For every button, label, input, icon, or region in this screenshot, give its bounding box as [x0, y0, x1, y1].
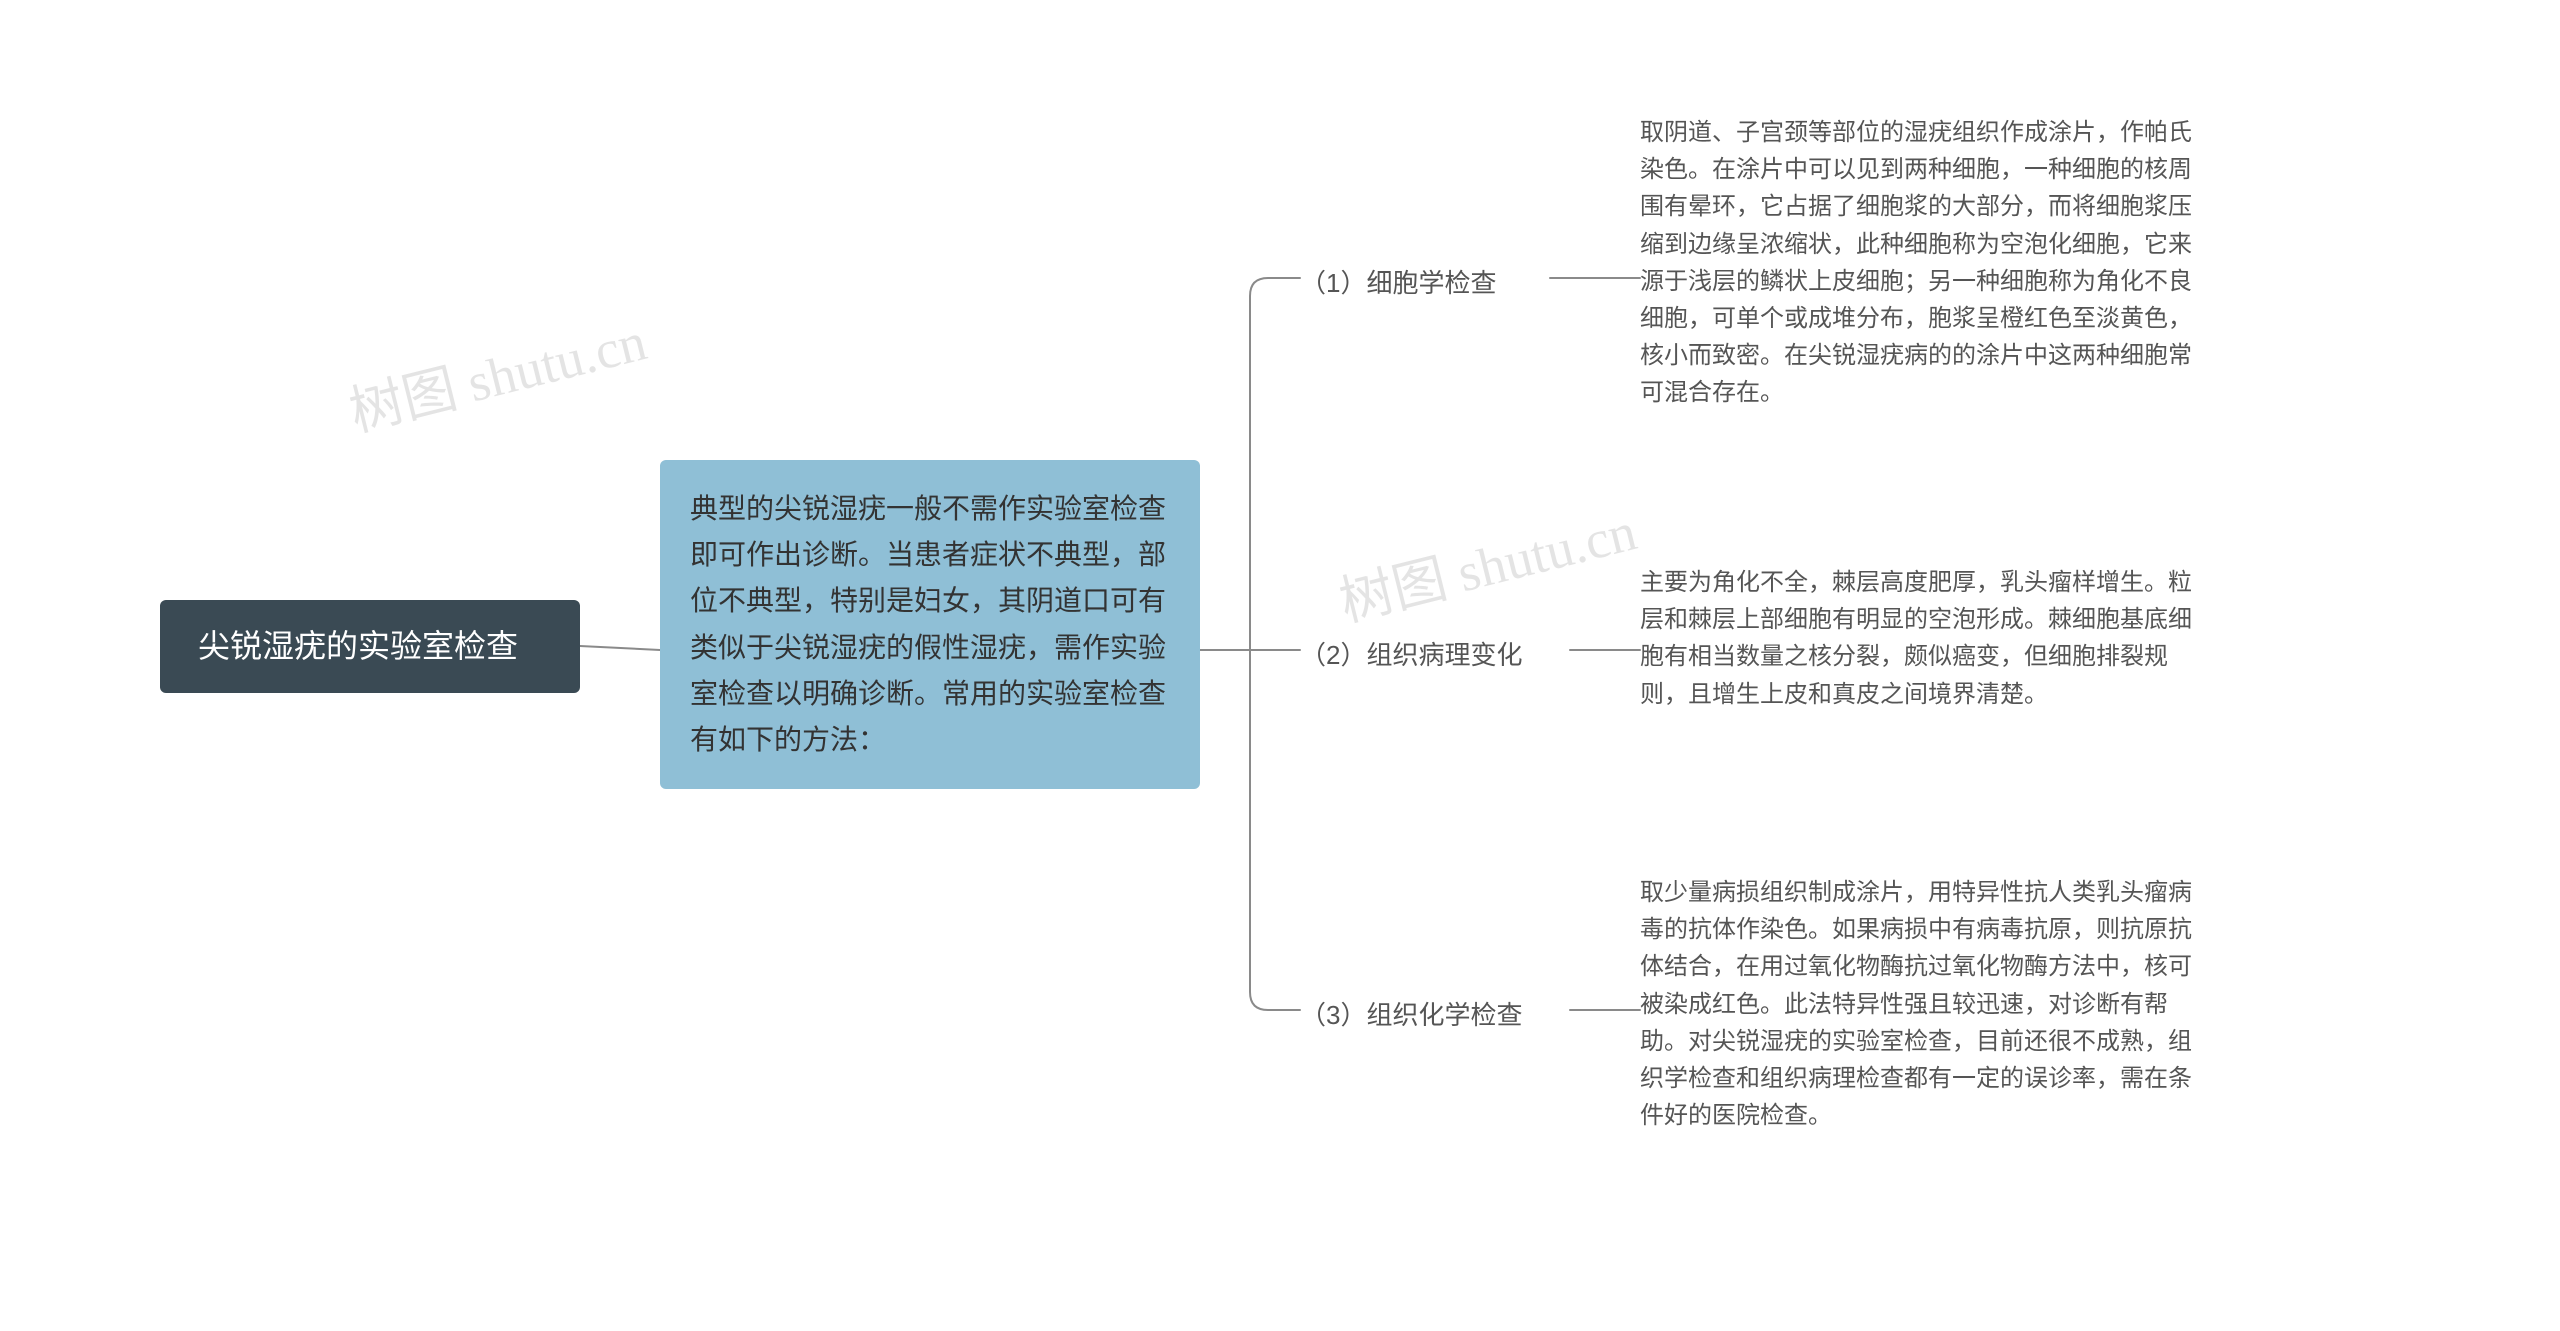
level2-histochemistry-label: （3）组织化学检查 [1300, 990, 1522, 1041]
level2-histopathology-desc: 主要为角化不全，棘层高度肥厚，乳头瘤样增生。粒层和棘层上部细胞有明显的空泡形成。… [1640, 560, 2200, 717]
level2-histochemistry-desc: 取少量病损组织制成涂片，用特异性抗人类乳头瘤病毒的抗体作染色。如果病损中有病毒抗… [1640, 870, 2200, 1138]
level2-cytology-label: （1）细胞学检查 [1300, 258, 1496, 309]
watermark: 树图 shutu.cn [340, 297, 653, 447]
level1-intro-node: 典型的尖锐湿疣一般不需作实验室检查即可作出诊断。当患者症状不典型，部位不典型，特… [660, 460, 1200, 789]
mindmap-canvas: 尖锐湿疣的实验室检查 典型的尖锐湿疣一般不需作实验室检查即可作出诊断。当患者症状… [0, 0, 2560, 1331]
watermark: 树图 shutu.cn [1330, 487, 1643, 637]
level2-histopathology-label: （2）组织病理变化 [1300, 630, 1522, 681]
root-node: 尖锐湿疣的实验室检查 [160, 600, 580, 693]
level2-cytology-desc: 取阴道、子宫颈等部位的湿疣组织作成涂片，作帕氏染色。在涂片中可以见到两种细胞，一… [1640, 110, 2200, 416]
